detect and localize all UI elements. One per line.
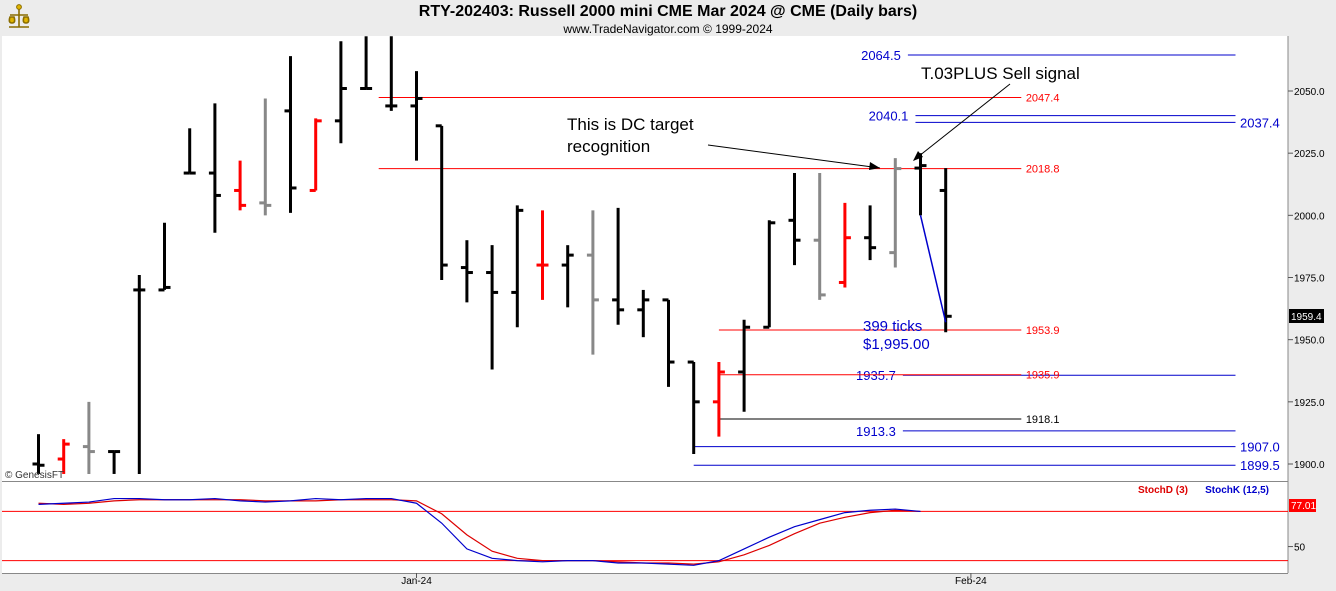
- ohlc-bar: [687, 360, 700, 455]
- level-label: 1953.9: [1026, 325, 1060, 337]
- chart-subtitle: www.TradeNavigator.com © 1999-2024: [563, 22, 773, 36]
- ohlc-bar: [914, 153, 927, 216]
- chart-title: RTY-202403: Russell 2000 mini CME Mar 20…: [418, 3, 918, 20]
- price-tick-label: 2025.0: [1294, 149, 1325, 160]
- ohlc-bar: [813, 173, 826, 300]
- ohlc-bar: [864, 205, 877, 261]
- ohlc-bar: [561, 245, 574, 308]
- annotations: This is DC target recognition T.03PLUS S…: [567, 64, 1080, 353]
- legend-stochd: StochD (3): [1138, 485, 1188, 496]
- sell-signal-annotation: T.03PLUS Sell signal: [921, 64, 1080, 83]
- ohlc-bar: [234, 160, 247, 211]
- watermark: © GenesisFT: [5, 470, 64, 481]
- ohlc-bar: [334, 41, 347, 144]
- level-label: 2037.4: [1240, 115, 1280, 130]
- ohlc-bar: [460, 240, 473, 303]
- price-tick-label: 1925.0: [1294, 398, 1325, 409]
- level-label: 1918.1: [1026, 414, 1060, 426]
- ohlc-bar: [309, 118, 322, 192]
- logo-icon: [8, 4, 30, 28]
- sell-arrow: [913, 83, 1011, 161]
- ohlc-bar: [208, 103, 221, 233]
- stochastic-axis: 50: [1288, 543, 1306, 554]
- level-label: 2064.5: [861, 48, 901, 63]
- level-label: 2040.1: [869, 109, 909, 124]
- ohlc-bar: [763, 220, 776, 329]
- ohlc-bar: [838, 202, 851, 288]
- stochastic-value-label: 77.01: [1291, 501, 1316, 512]
- ohlc-bar: [889, 158, 902, 268]
- date-tick-label: Feb-24: [955, 576, 987, 587]
- ohlc-bar: [738, 319, 751, 412]
- stochastic-series: [38, 497, 921, 566]
- level-label: 1907.0: [1240, 440, 1280, 455]
- stochastic-lines: [2, 497, 1288, 566]
- ohlc-bar: [435, 124, 448, 280]
- ohlc-bar: [511, 205, 524, 328]
- ohlc-bar: [82, 401, 95, 474]
- date-tick-label: Jan-24: [401, 576, 432, 587]
- price-tick-label: 1975.0: [1294, 274, 1325, 285]
- dc-annotation-line2: recognition: [567, 137, 650, 156]
- level-label: 2047.4: [1026, 92, 1060, 104]
- ohlc-bar: [637, 289, 650, 338]
- dc-annotation-line1: This is DC target: [567, 115, 694, 134]
- stochastic-value-marker: 77.01: [1289, 499, 1316, 512]
- level-label: 1935.9: [1026, 370, 1060, 382]
- last-price-label: 1959.4: [1291, 312, 1322, 323]
- title-bar: RTY-202403: Russell 2000 mini CME Mar 20…: [0, 0, 1336, 36]
- legend-stochk: StochK (12,5): [1205, 485, 1269, 496]
- ohlc-bar: [712, 362, 725, 437]
- ohlc-bar: [284, 56, 297, 213]
- sell-arrowhead: [913, 151, 923, 161]
- ohlc-bar: [360, 36, 373, 91]
- ohlc-bar: [612, 207, 625, 325]
- level-label: 1899.5: [1240, 458, 1280, 473]
- ohlc-bar: [32, 434, 45, 474]
- price-tick-label: 2050.0: [1294, 87, 1325, 98]
- ohlc-bars: [32, 36, 952, 474]
- stochastic-panel: [2, 482, 1288, 573]
- price-tick-label: 1900.0: [1294, 460, 1325, 471]
- ohlc-bar: [259, 98, 272, 216]
- dc-arrowhead: [869, 162, 880, 170]
- dollars-annotation: $1,995.00: [863, 336, 930, 353]
- dc-arrow: [707, 144, 881, 169]
- ohlc-bar: [662, 298, 675, 387]
- stochastic-legend: StochD (3) StochK (12,5): [1138, 485, 1269, 496]
- ohlc-bar: [410, 71, 423, 161]
- ohlc-bar: [57, 439, 70, 474]
- price-tick-label: 2000.0: [1294, 211, 1325, 222]
- price-panel: [2, 36, 1288, 481]
- ohlc-bar: [108, 450, 121, 474]
- ohlc-bar: [586, 210, 599, 355]
- level-label: 1913.3: [856, 424, 896, 439]
- ohlc-bar: [385, 36, 398, 111]
- level-label: 1935.7: [856, 368, 896, 383]
- level-label: 2018.8: [1026, 164, 1060, 176]
- last-price-marker: 1959.4: [1289, 309, 1324, 323]
- stochastic-tick-label: 50: [1294, 543, 1306, 554]
- ohlc-bar: [486, 245, 499, 370]
- ohlc-bar: [158, 222, 171, 292]
- ticks-annotation: 399 ticks: [863, 318, 922, 335]
- date-axis: Jan-24 Feb-24: [401, 573, 987, 587]
- price-axis: 1900.0 1925.0 1950.0 1975.0 2000.0 2025.0 2050…: [1288, 87, 1325, 471]
- price-tick-label: 1950.0: [1294, 336, 1325, 347]
- ohlc-bar: [133, 275, 146, 474]
- ohlc-bar: [939, 168, 952, 333]
- level-lines: 2064.5 2047.4 2040.1 2037.4 2018.8 1953.9 1935…: [378, 48, 1280, 473]
- measure-line: [919, 215, 947, 323]
- ohlc-bar: [536, 210, 549, 300]
- ohlc-bar: [788, 173, 801, 266]
- ohlc-bar: [183, 128, 196, 175]
